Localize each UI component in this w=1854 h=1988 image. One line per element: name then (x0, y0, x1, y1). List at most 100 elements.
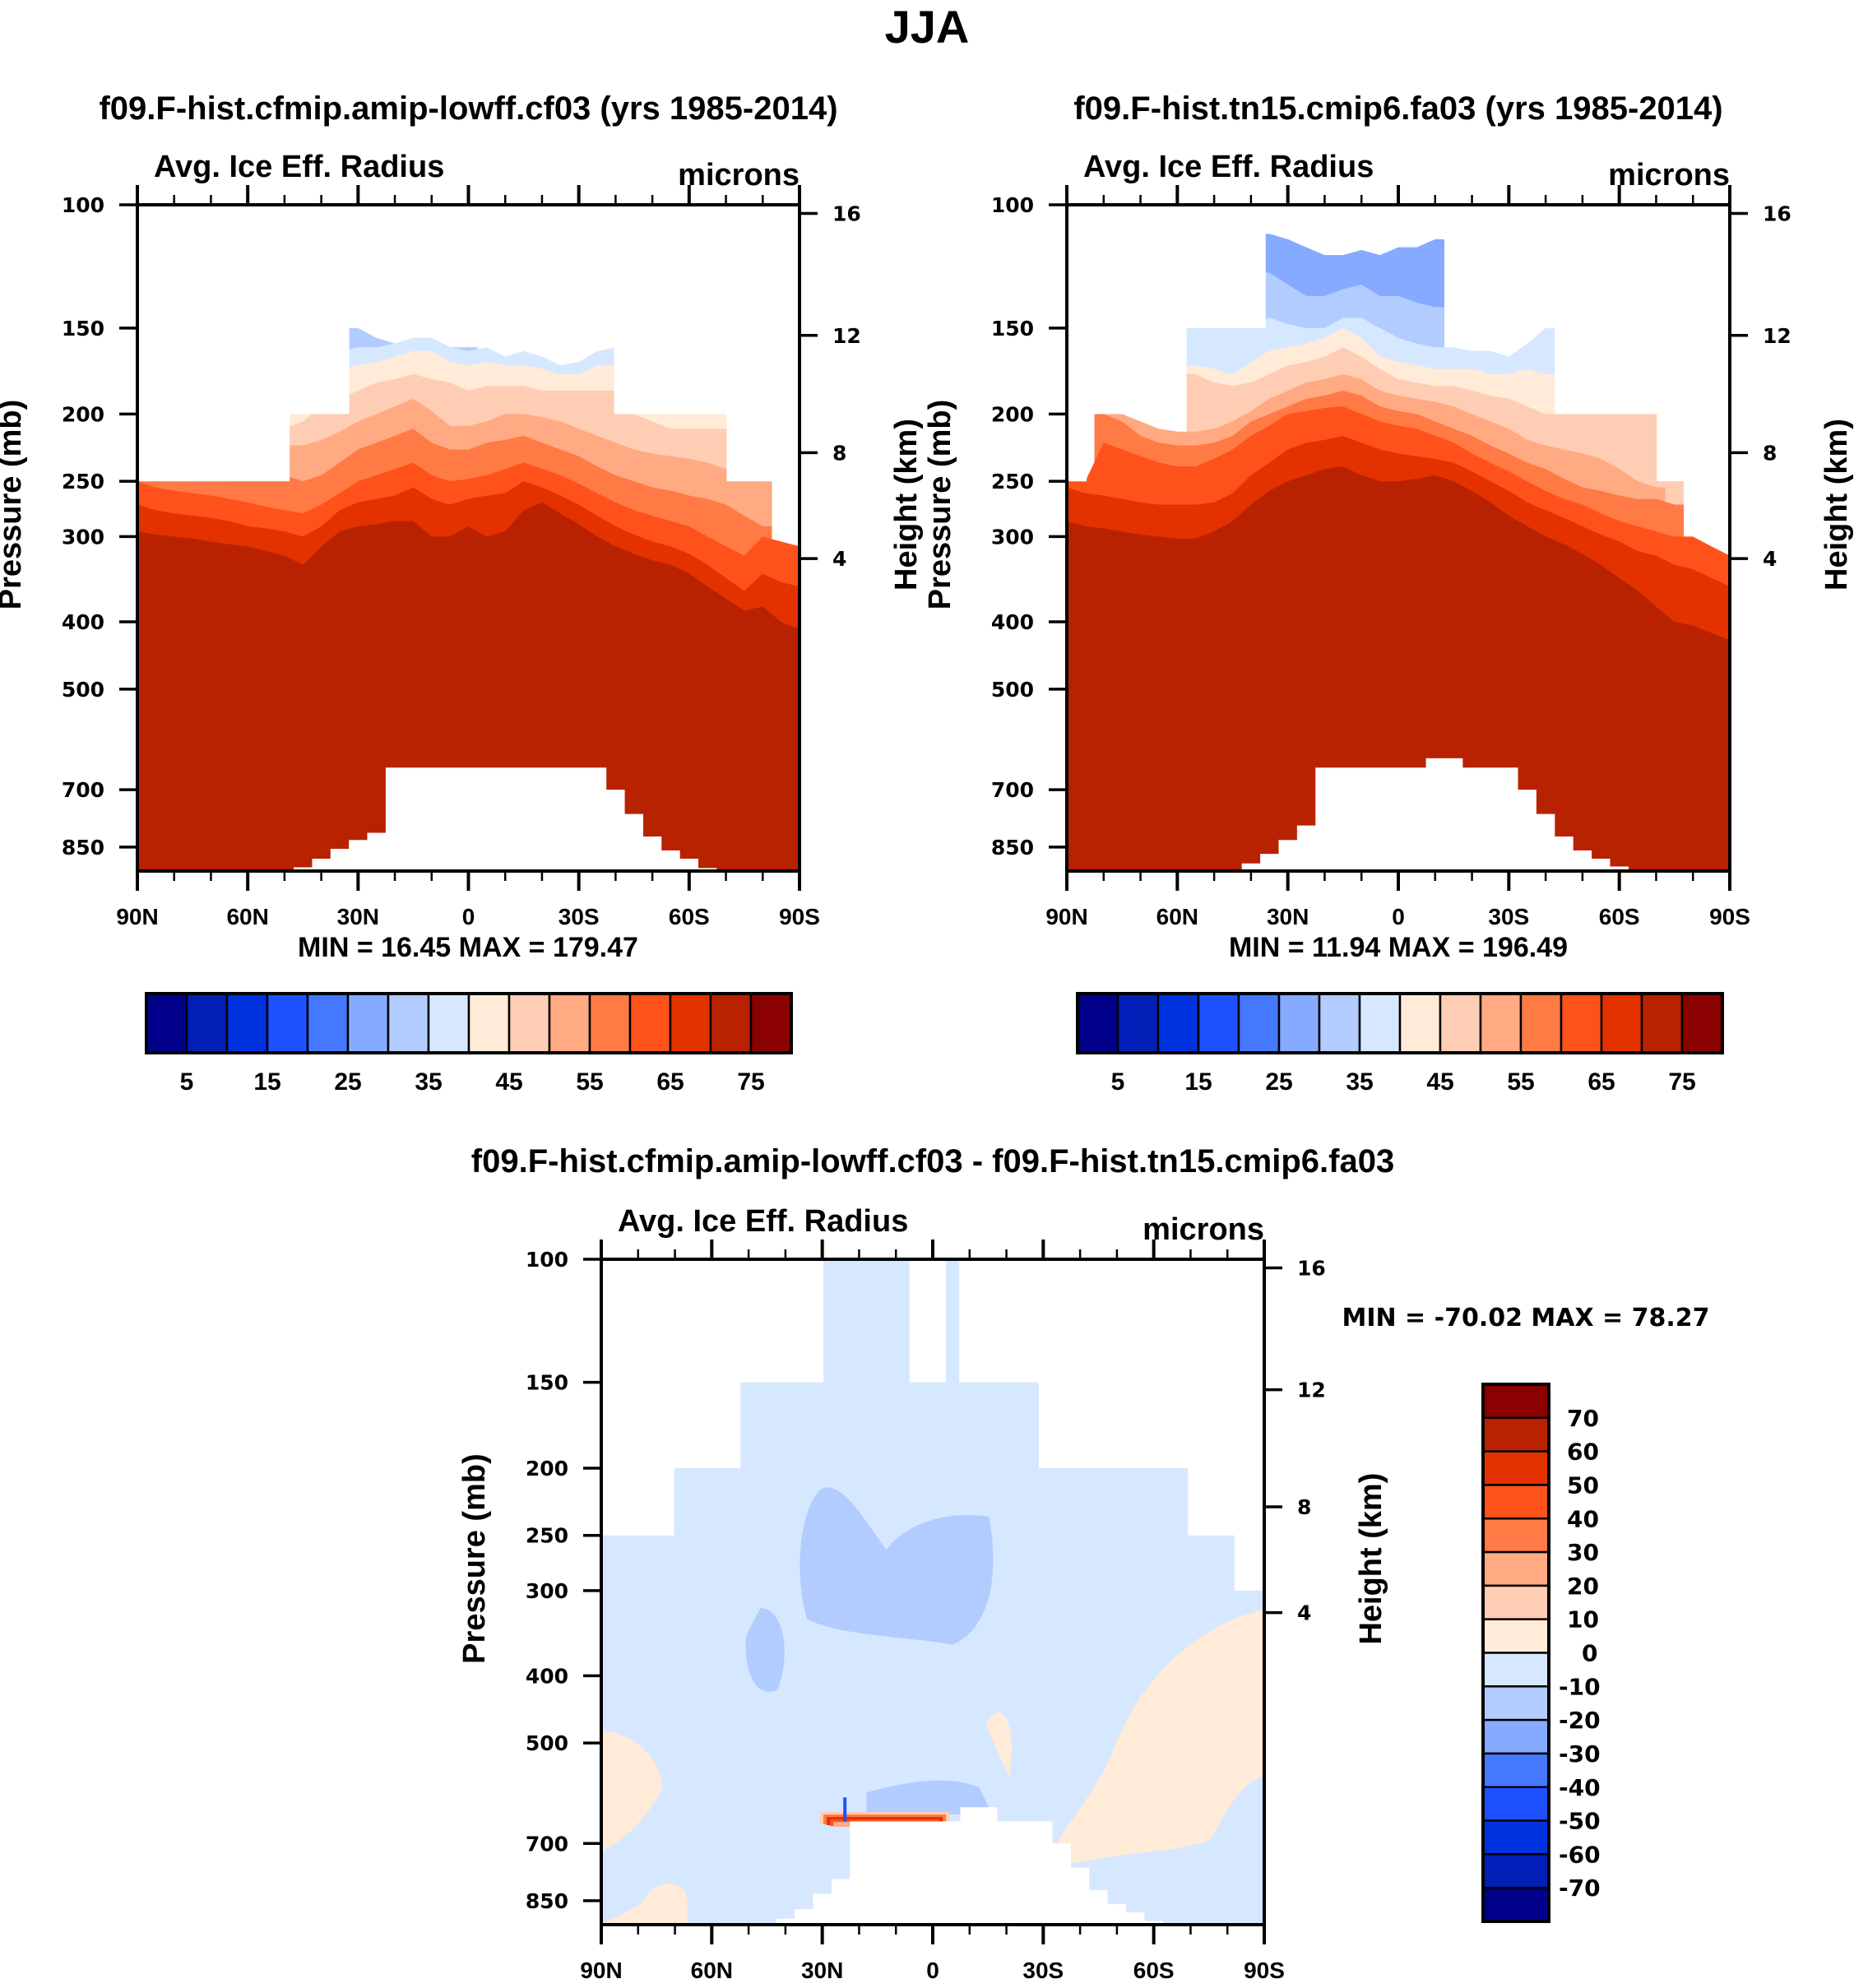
colorbar-frame (1076, 992, 1724, 1054)
missing-data-mask (1067, 758, 1730, 871)
colorbar-box (1481, 1518, 1550, 1554)
panel-difference: f09.F-hist.cfmip.amip-lowff.cf03 - f09.F… (457, 1143, 1710, 1983)
contour-band-0-10 (601, 1731, 662, 1852)
colorbar-box (1481, 1484, 1550, 1520)
x-tick-label: 60S (669, 904, 710, 929)
y-tick-label: 300 (991, 525, 1034, 549)
y-tick-label: 500 (991, 678, 1034, 702)
figure-title: JJA (885, 1, 970, 53)
colorbar-label: 15 (1184, 1068, 1212, 1096)
contour-band-75 (137, 502, 800, 871)
y-tick-label: 850 (62, 836, 104, 860)
units-label: microns (1143, 1212, 1264, 1247)
y-axis-title: Pressure (mb) (923, 400, 957, 610)
colorbar-label: 45 (495, 1068, 522, 1096)
colorbar-label: 25 (1265, 1068, 1292, 1096)
contour-band-0-10 (601, 1884, 688, 1925)
colorbar-label: 65 (1587, 1068, 1615, 1096)
colorbar-label: 5 (1111, 1068, 1125, 1096)
x-tick-label: 90S (1244, 1958, 1285, 1983)
min-max-label: MIN = -70.02 MAX = 78.27 (1342, 1304, 1709, 1332)
colorbar-box (1197, 992, 1240, 1054)
colorbar-label: -50 (1559, 1808, 1601, 1835)
y-tick-label: 400 (62, 610, 104, 634)
colorbar-label: 10 (1567, 1606, 1599, 1633)
y-tick-label: 100 (526, 1248, 568, 1272)
y-tick-label: 250 (62, 470, 104, 494)
variable-label: Avg. Ice Eff. Radius (1083, 150, 1374, 184)
colorbar-box (1481, 1584, 1550, 1620)
colorbar-label: 65 (656, 1068, 684, 1096)
y-right-tick-label: 8 (1297, 1495, 1311, 1519)
colorbar-box (1680, 992, 1724, 1054)
x-tick-label: 90S (1709, 904, 1750, 929)
colorbar-box (1481, 1886, 1550, 1923)
colorbar-box (266, 992, 309, 1054)
missing-data-mask (349, 205, 456, 328)
colorbar-box (1481, 1416, 1550, 1453)
colorbar-box (1398, 992, 1442, 1054)
colorbar-box (749, 992, 793, 1054)
colorbar-box (306, 992, 350, 1054)
y-tick-label: 200 (526, 1457, 568, 1481)
colorbar-box (1481, 1618, 1550, 1654)
colorbar-label: 25 (334, 1068, 361, 1096)
x-tick-label: 60S (1133, 1958, 1175, 1983)
x-tick-label: 30N (801, 1958, 843, 1983)
x-tick-label: 90N (116, 904, 158, 929)
missing-data-mask (614, 205, 727, 415)
colorbar-box (185, 992, 229, 1054)
y-tick-label: 200 (991, 402, 1034, 426)
missing-data-mask (772, 205, 800, 537)
contour-band-neg20-neg10 (745, 1607, 785, 1692)
y-right-tick-label: 4 (832, 547, 846, 571)
y-tick-label: 250 (526, 1524, 568, 1548)
missing-data-mask (290, 205, 350, 415)
y-right-tick-label: 4 (1297, 1601, 1311, 1625)
x-tick-label: 30S (1022, 1958, 1064, 1983)
y-right-tick-label: 8 (832, 441, 846, 465)
contour-band-0-10 (985, 1712, 1012, 1777)
colorbar-frame (145, 992, 793, 1054)
colorbar-box (1358, 992, 1402, 1054)
y-right-axis-title: Height (km) (889, 419, 924, 591)
colorbar-box (1479, 992, 1523, 1054)
y-tick-label: 700 (526, 1832, 568, 1856)
colorbar-label: -10 (1559, 1673, 1601, 1700)
colorbar-box (1481, 1752, 1550, 1788)
y-tick-label: 100 (991, 193, 1034, 217)
y-right-tick-label: 16 (1297, 1257, 1326, 1281)
colorbar-box (1481, 1819, 1550, 1856)
x-tick-label: 60N (691, 1958, 733, 1983)
colorbar-box (508, 992, 551, 1054)
colorbar-label: 5 (180, 1068, 194, 1096)
missing-data-mask (137, 205, 290, 482)
x-tick-label: 90S (779, 904, 820, 929)
missing-data-mask (447, 205, 484, 328)
colorbar-box (1481, 1550, 1550, 1587)
colorbar-box (1481, 1685, 1550, 1722)
colorbar-label: 15 (253, 1068, 280, 1096)
colorbar-box (467, 992, 511, 1054)
x-tick-label: 60N (1156, 904, 1198, 929)
colorbar-label: 45 (1426, 1068, 1453, 1096)
y-axis-title: Pressure (mb) (0, 400, 28, 610)
plot-area (1067, 205, 1730, 871)
colorbar-box (1560, 992, 1603, 1054)
colorbar-box (346, 992, 390, 1054)
colorbar-box (1600, 992, 1643, 1054)
y-tick-label: 200 (62, 402, 104, 426)
colorbar-label: 0 (1582, 1640, 1597, 1667)
colorbar-box (1481, 1383, 1550, 1420)
x-tick-label: 30S (559, 904, 600, 929)
y-right-tick-label: 8 (1763, 441, 1777, 465)
y-right-tick-label: 4 (1763, 547, 1777, 571)
y-tick-label: 700 (62, 778, 104, 802)
y-tick-label: 850 (526, 1889, 568, 1913)
colorbar-box (1116, 992, 1160, 1054)
y-right-tick-label: 12 (1763, 324, 1791, 348)
colorbar-label: 70 (1567, 1405, 1599, 1432)
colorbar-box (387, 992, 430, 1054)
contour-band-neg20-neg10 (866, 1780, 993, 1814)
